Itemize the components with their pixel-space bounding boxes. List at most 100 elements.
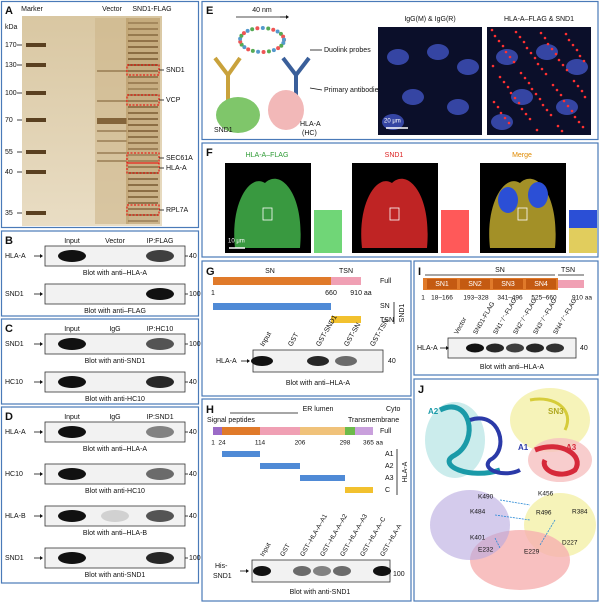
residue-label: R496: [536, 510, 552, 517]
arrow-head: [40, 472, 43, 476]
probe-dot: [246, 47, 251, 52]
size-label: 40: [388, 358, 396, 365]
snd1-band: [128, 22, 158, 24]
construct-bar: [222, 451, 260, 457]
protein-label: HLA-A: [166, 165, 187, 172]
pla-dot: [545, 108, 549, 112]
snd1-band: [128, 136, 158, 138]
arrow-head: [40, 342, 43, 346]
marker-label: 170: [5, 42, 17, 49]
subdomain: [493, 279, 523, 289]
snd1-band: [128, 124, 158, 126]
size-label: 100: [393, 571, 405, 578]
position-label: 910 aa: [572, 295, 592, 302]
pla-dot: [499, 111, 503, 115]
position-label: 910 aa: [350, 290, 372, 297]
pla-dot: [528, 117, 532, 121]
pla-dot: [509, 91, 513, 95]
probe-dot: [271, 27, 276, 32]
pla-dot: [551, 83, 555, 87]
probe-dot: [255, 26, 260, 31]
band: [146, 338, 174, 350]
snd1-band: [128, 82, 158, 84]
nucleus: [556, 99, 578, 115]
snd1-band: [128, 28, 158, 30]
pla-dot: [565, 68, 569, 72]
pla-dot: [525, 46, 529, 50]
pointer: [309, 87, 323, 91]
h-bond: [494, 537, 501, 549]
snd1-band: [128, 220, 158, 222]
snd1-band: [128, 58, 158, 60]
target-label: HLA-A: [216, 358, 237, 365]
pla-dot: [512, 60, 516, 64]
pla-dot: [535, 128, 539, 132]
lane-header: IP:HC10: [147, 326, 174, 333]
nucleus: [447, 99, 469, 115]
chain-label: A3: [566, 443, 577, 452]
pla-dot: [550, 47, 554, 51]
h-bond: [539, 519, 556, 546]
pla-dot: [527, 81, 531, 85]
marker-label: 35: [5, 210, 13, 217]
cell: [361, 178, 428, 248]
pla-dot: [520, 107, 524, 111]
blot-caption: Blot with anti–HLA-A: [83, 446, 148, 453]
lane-header: IgG: [109, 326, 120, 333]
lane-header: SND1-FLAG: [132, 6, 171, 13]
probe-dot: [276, 46, 281, 51]
band: [101, 510, 129, 522]
pla-dot: [541, 103, 545, 107]
nucleus: [496, 49, 518, 65]
pla-dot: [519, 71, 523, 75]
snd1-band: [128, 76, 158, 78]
chain-label: A1: [518, 443, 529, 452]
pla-dot: [507, 121, 511, 125]
residue-label: K456: [538, 491, 554, 498]
nucleus: [427, 44, 449, 60]
marker-band: [26, 63, 46, 67]
pla-dot: [533, 56, 537, 60]
residue-label: D227: [562, 540, 578, 547]
pla-dot: [567, 38, 571, 42]
h-bond: [499, 499, 531, 506]
marker-band: [26, 91, 46, 95]
domain-label: SN: [495, 267, 505, 274]
arrow-head: [40, 292, 43, 296]
region-label: Transmembrane: [348, 417, 399, 424]
channel-label: HLA-A–FLAG: [246, 152, 289, 159]
blot-caption: Blot with anti–HLA-A: [286, 380, 351, 387]
snd1-lane: [126, 18, 160, 224]
blot-caption: Blot with anti–HLA-B: [83, 530, 148, 537]
snd1-band: [128, 34, 158, 36]
panel-letter: B: [5, 235, 13, 247]
pla-dot: [566, 104, 570, 108]
vector-band: [97, 100, 127, 102]
pla-dot: [556, 124, 560, 128]
size-label: 40: [189, 379, 197, 386]
pla-dot: [524, 112, 528, 116]
nucleus: [491, 114, 513, 130]
construct-bar: [345, 487, 373, 493]
nucleus: [528, 182, 548, 208]
panel-h-border: [201, 398, 412, 602]
panel-letter: D: [5, 411, 13, 423]
snd1-band: [128, 202, 158, 204]
construct-label: Full: [380, 278, 392, 285]
image-label: HLA-A–FLAG & SND1: [504, 16, 574, 23]
pla-dot: [562, 99, 566, 103]
target-label: SND1: [5, 341, 24, 348]
position-label: 206: [295, 440, 306, 447]
panel-a-border: [0, 0, 200, 229]
probe-dot: [245, 28, 250, 33]
target-label: HC10: [5, 379, 23, 386]
pla-dot: [572, 79, 576, 83]
band: [146, 552, 174, 564]
blot-caption: Blot with anti–HLA-A: [480, 364, 545, 371]
band: [146, 426, 174, 438]
snd1-band: [128, 148, 158, 150]
band: [506, 343, 524, 353]
residue-label: E232: [478, 547, 494, 554]
band: [146, 250, 174, 262]
target-label: HLA-A: [5, 429, 26, 436]
